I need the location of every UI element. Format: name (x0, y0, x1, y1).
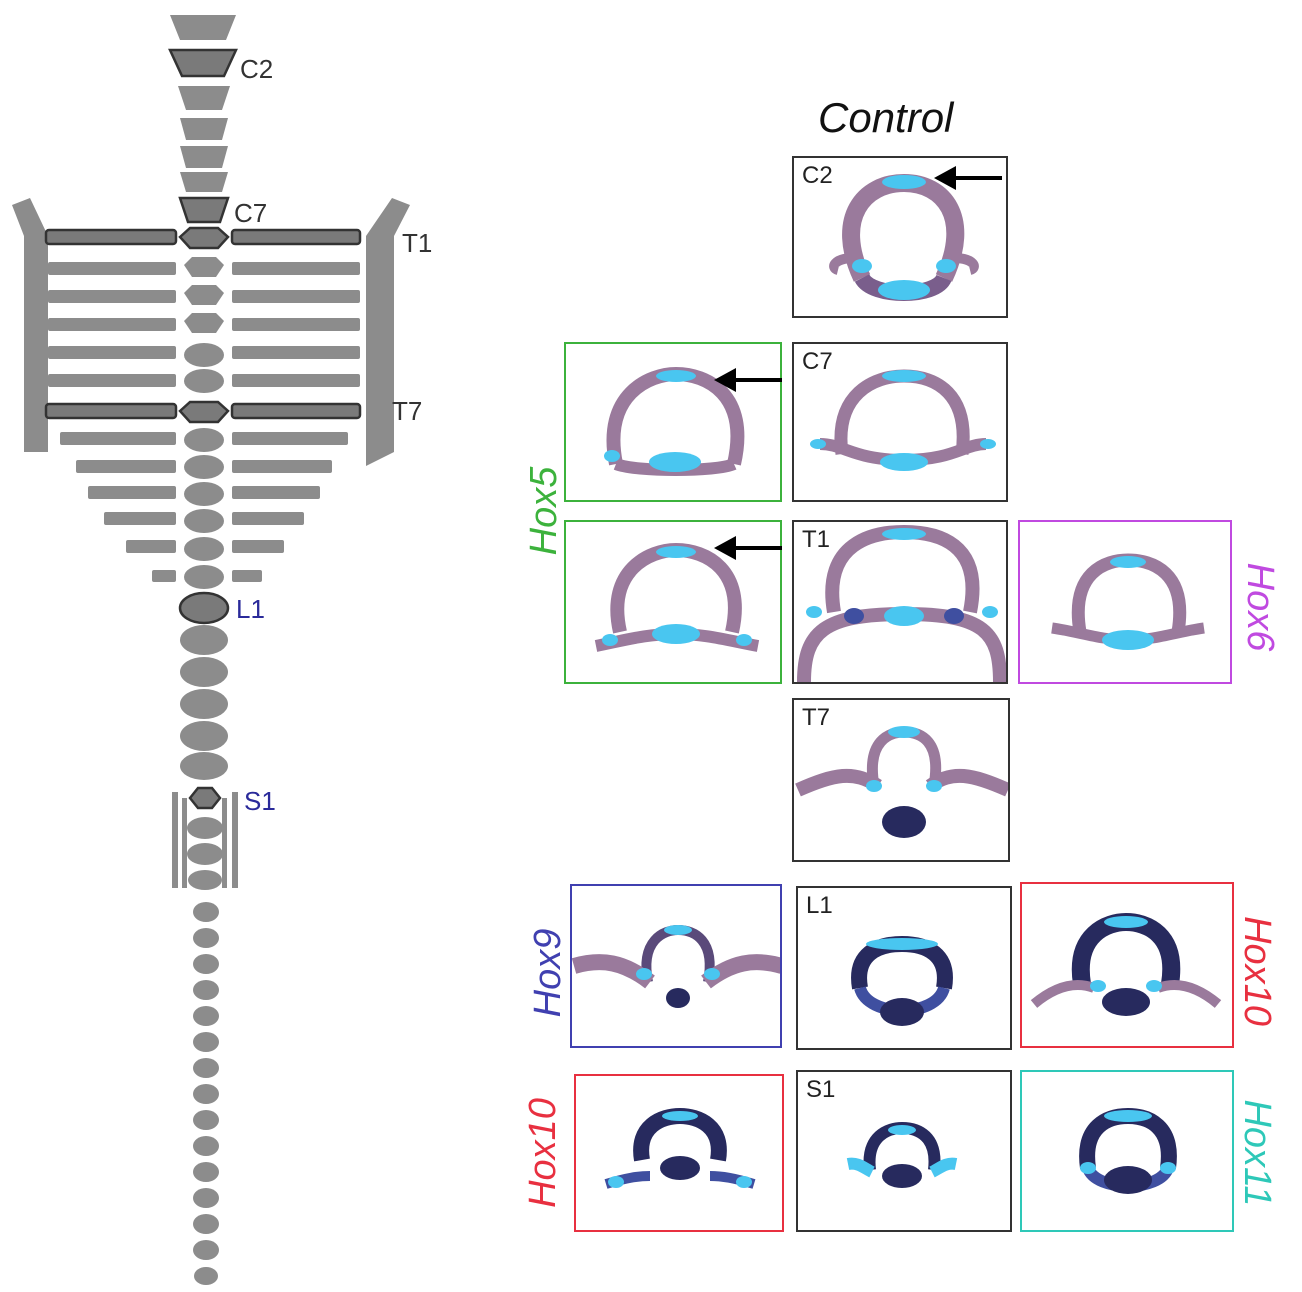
thoracic-vertebrae (184, 257, 224, 589)
c2-vertebra-image (829, 173, 979, 301)
hox6-vertebra-image (1051, 553, 1205, 650)
hox10-right-label: Hox10 (1236, 916, 1278, 1026)
panel-label-c7: C7 (802, 348, 833, 375)
s1-vertebra-image (846, 1121, 958, 1188)
hox10-left-label: Hox10 (522, 1098, 564, 1208)
arrow-hox5-t1 (714, 536, 782, 560)
control-title: Control (818, 94, 954, 141)
panel-hox6 (1018, 520, 1232, 684)
panel-hox5-t1 (564, 520, 782, 684)
panel-control-c2: C2 (792, 156, 1008, 318)
hox10-left-vertebra-image (604, 1107, 756, 1189)
panel-label-t1: T1 (802, 526, 831, 553)
panel-hox9 (570, 884, 782, 1048)
c2-vertebra (168, 48, 238, 78)
spine-label-t7: T7 (392, 396, 423, 426)
t1-rib-left (44, 228, 178, 246)
panel-hox10-right (1020, 882, 1234, 1048)
s1-vertebra (188, 786, 222, 810)
cervical-vertebrae (168, 15, 238, 224)
spine-label-l1: L1 (236, 594, 265, 624)
panel-label-l1: L1 (806, 892, 833, 919)
t7-rib-right (230, 402, 362, 420)
spine-label-s1: S1 (244, 786, 276, 816)
hox9-label: Hox9 (527, 928, 569, 1018)
arrow-c2 (934, 166, 1002, 190)
panel-hox10-left (574, 1074, 784, 1232)
panel-hox11 (1020, 1070, 1234, 1232)
hox5-c7-vertebra-image (604, 366, 745, 476)
panel-control-s1: S1 (796, 1070, 1012, 1232)
t7-vertebra (178, 400, 230, 424)
t7-rib-left (44, 402, 178, 420)
panel-label-c2: C2 (802, 162, 833, 189)
panel-label-t7: T7 (802, 704, 831, 731)
t1-rib-right (230, 228, 362, 246)
spine-schematic (12, 15, 410, 1285)
hox11-vertebra-image (1079, 1107, 1177, 1194)
lumbar-vertebrae (178, 591, 230, 780)
panel-label-s1: S1 (806, 1076, 836, 1103)
spine-label-c2: C2 (240, 54, 274, 84)
hox10-right-vertebra-image (1030, 912, 1222, 1016)
sacral-vertebrae (172, 786, 238, 890)
arrow-hox5-c7 (714, 368, 782, 392)
hox9-vertebra-image (572, 924, 780, 1008)
thoracic-ribs (12, 198, 410, 582)
hox5-label: Hox5 (523, 466, 565, 556)
c7-vertebra (178, 196, 230, 224)
panel-control-c7: C7 (792, 342, 1008, 502)
hox5-t1-vertebra-image (594, 542, 760, 652)
panel-control-l1: L1 (796, 886, 1012, 1050)
panel-control-t1: T1 (792, 520, 1008, 684)
c7-vertebra-image (810, 369, 996, 471)
caudal-vertebrae (193, 902, 219, 1285)
t1-vertebra (178, 226, 230, 250)
hox6-label: Hox6 (1239, 562, 1281, 652)
l1-vertebra-image (851, 935, 953, 1026)
hox11-label: Hox11 (1236, 1099, 1278, 1207)
panel-hox5-c7 (564, 342, 782, 502)
l1-vertebra (178, 591, 230, 625)
t1-vertebra-image (797, 524, 1006, 682)
panel-control-t7: T7 (792, 698, 1010, 862)
spine-label-c7: C7 (234, 198, 268, 228)
spine-label-t1: T1 (402, 228, 433, 258)
t7-vertebra-image (795, 726, 1008, 838)
